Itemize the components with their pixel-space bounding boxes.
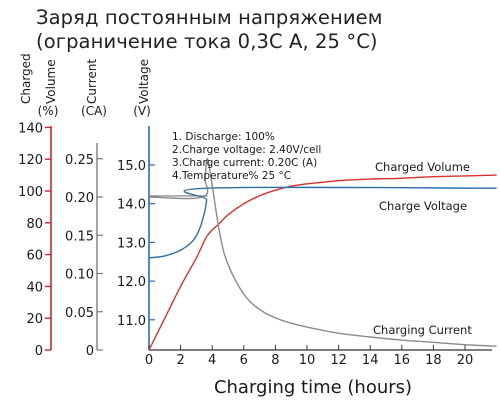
axis-unit-voltage: (V) — [133, 104, 151, 118]
charged-axis-tick-label: 60 — [26, 249, 43, 264]
voltage-axis-tick-label: 13.0 — [117, 236, 146, 251]
axis-label-voltage: Voltage — [137, 59, 151, 104]
x-axis-tick-label: 0 — [145, 353, 153, 368]
x-axis-tick-label: 16 — [394, 353, 411, 368]
series-label-charged-volume: Charged Volume — [375, 160, 470, 174]
chart-title-line-1: Заряд постоянным напряжением — [36, 6, 383, 29]
current-axis-tick-label: 0.05 — [65, 306, 94, 321]
voltage-axis-tick-label: 12.0 — [117, 275, 146, 290]
condition-note-2: 2.Charge voltage: 2.40V/cell — [172, 144, 321, 156]
axis-label-charged: Charged — [19, 53, 33, 104]
x-axis-tick-label: 6 — [240, 353, 248, 368]
voltage-axis-tick-label: 11.0 — [117, 314, 146, 329]
condition-note-1: 1. Discharge: 100% — [172, 131, 275, 143]
charged-axis-tick-label: 20 — [26, 312, 43, 327]
charged-axis-tick-label: 0 — [35, 344, 43, 359]
axis-label-current: Current — [85, 59, 99, 104]
x-axis-tick-label: 4 — [208, 353, 216, 368]
voltage-axis-tick-label: 14.0 — [117, 198, 146, 213]
x-axis-tick-label: 8 — [271, 353, 279, 368]
chart-title-line-2: (ограничение тока 0,3C A, 25 °C) — [36, 30, 378, 53]
charged-axis-tick-label: 80 — [26, 217, 43, 232]
x-axis-title: Charging time (hours) — [214, 377, 412, 398]
series-charge-voltage-line — [148, 186, 497, 259]
x-axis-tick-label: 10 — [299, 353, 316, 368]
voltage-axis-tick-label: 15.0 — [117, 159, 146, 174]
x-axis-tick-label: 20 — [457, 353, 474, 368]
axis-label-volume: Volume — [44, 59, 58, 104]
x-axis-tick-label: 2 — [176, 353, 184, 368]
series-charging-current-line — [148, 158, 497, 347]
charged-axis-tick-label: 100 — [18, 185, 43, 200]
condition-note-4: 4.Temperature% 25 °C — [172, 170, 291, 182]
axis-unit-charged: (%) — [38, 104, 59, 118]
current-axis-tick-label: 0.20 — [65, 191, 94, 206]
series-label-charge-voltage: Charge Voltage — [379, 199, 467, 213]
current-axis-tick-label: 0.10 — [65, 268, 94, 283]
charged-axis-tick-label: 140 — [18, 121, 43, 136]
x-axis-tick-label: 18 — [425, 353, 442, 368]
condition-note-3: 3.Charge current: 0.20C (A) — [172, 157, 317, 169]
current-axis-tick-label: 0.25 — [65, 153, 94, 168]
charged-axis-tick-label: 120 — [18, 153, 43, 168]
series-charged-volume-line — [148, 174, 497, 351]
series-label-charging-current: Charging Current — [373, 323, 472, 337]
current-axis-tick-label: 0.15 — [65, 229, 94, 244]
x-axis-tick-label: 14 — [362, 353, 379, 368]
x-axis-tick-label: 12 — [330, 353, 347, 368]
axis-unit-current: (CA) — [81, 104, 107, 118]
current-axis-tick-label: 0 — [86, 344, 94, 359]
charged-axis-tick-label: 40 — [26, 280, 43, 295]
